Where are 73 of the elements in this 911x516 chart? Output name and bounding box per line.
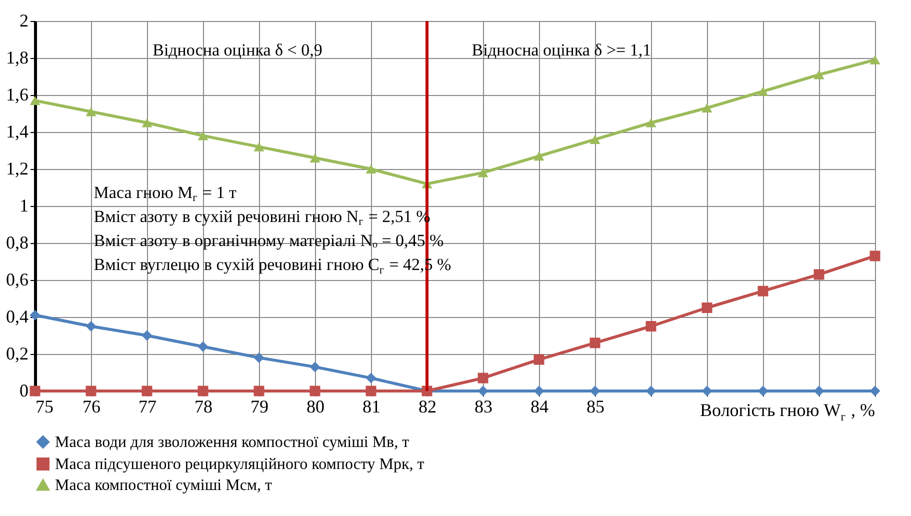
x-tick-label: 78 [194, 396, 212, 416]
point [254, 386, 264, 396]
point [310, 362, 320, 372]
point [142, 386, 152, 396]
y-tick-label: 1,6 [6, 84, 28, 104]
point [646, 118, 656, 128]
point [870, 55, 880, 64]
x-tick-label: 83 [474, 396, 492, 416]
legend-label: Маса води для зволоження компостної суміші Мв, т [55, 434, 410, 451]
x-tick-label: 85 [586, 396, 604, 416]
x-tick-label: 82 [418, 396, 436, 416]
point [814, 386, 824, 396]
point [366, 386, 376, 396]
point [534, 354, 544, 365]
point [758, 386, 768, 396]
point [534, 152, 544, 161]
y-tick-label: 0,2 [6, 344, 28, 364]
point [254, 142, 264, 152]
x-tick-label: 81 [362, 396, 380, 416]
point [590, 134, 600, 144]
point [198, 341, 208, 352]
point [310, 386, 320, 396]
point [30, 386, 40, 396]
point [142, 118, 152, 128]
x-tick-label: 76 [82, 396, 100, 416]
y-tick-label: 0,6 [6, 270, 28, 290]
point [478, 168, 488, 178]
legend-label: Маса компостної суміші Мсм, т [55, 477, 272, 494]
point [198, 386, 208, 396]
annotation: Відносна оцінка δ >= 1,1 [472, 40, 652, 60]
x-tick-label: 79 [250, 396, 268, 416]
annotation: Вміст азоту в органічному матеріалі Nₒ = 0,45 % [94, 231, 444, 250]
point [366, 372, 376, 384]
point [870, 386, 880, 396]
point [310, 153, 320, 162]
point [30, 310, 40, 320]
point [702, 103, 712, 112]
point [86, 107, 96, 116]
point [758, 86, 768, 96]
point [590, 338, 600, 348]
x-tick-label: 80 [306, 396, 324, 416]
x-tick-label: 75 [36, 396, 54, 416]
y-tick-label: 2 [20, 10, 28, 30]
point [30, 96, 40, 106]
y-tick-label: 0,4 [6, 306, 28, 326]
point [254, 352, 264, 363]
point [814, 70, 824, 80]
point [702, 386, 712, 396]
y-tick-label: 1 [20, 196, 28, 216]
point [142, 330, 152, 341]
point [366, 164, 376, 174]
point [814, 269, 824, 280]
point [86, 386, 96, 396]
point [478, 372, 488, 384]
point [478, 386, 488, 396]
y-tick-label: 1,2 [6, 158, 28, 178]
x-tick-label: 84 [530, 396, 548, 416]
point [758, 286, 768, 296]
y-tick-label: 0 [20, 380, 28, 400]
point [198, 131, 208, 140]
legend-label: Маса підсушеного рециркуляційного компосту Мрк, т [55, 456, 424, 473]
x-tick-label: 77 [138, 396, 156, 416]
point [86, 321, 96, 332]
annotation: Відносна оцінка δ < 0,9 [152, 40, 322, 60]
y-tick-label: 0,8 [6, 232, 28, 252]
point [534, 386, 544, 396]
point [870, 250, 880, 262]
point [646, 321, 656, 332]
y-tick-label: 1,8 [6, 48, 28, 68]
point [702, 302, 712, 313]
point [590, 386, 600, 396]
point [646, 386, 656, 396]
y-tick-label: 1,4 [6, 122, 28, 142]
